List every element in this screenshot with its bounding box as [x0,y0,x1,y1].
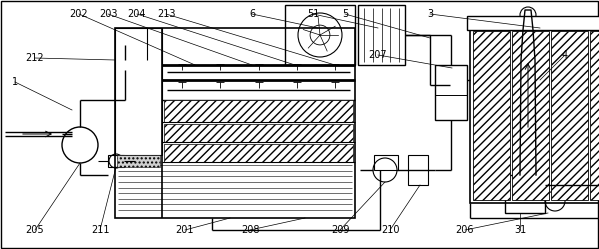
Text: 212: 212 [26,53,44,63]
Bar [115,28,162,155]
Bar [551,31,588,200]
Bar [467,16,599,30]
Bar [435,65,467,120]
Bar [590,31,599,200]
Bar [164,124,353,142]
Text: 6: 6 [249,9,255,19]
Text: 1: 1 [12,77,18,87]
Text: 5: 5 [342,9,348,19]
Text: 201: 201 [176,225,194,235]
Text: 51: 51 [307,9,319,19]
Text: 205: 205 [26,225,44,235]
Text: 204: 204 [128,9,146,19]
Text: 209: 209 [331,225,349,235]
Bar [470,28,599,203]
Text: 31: 31 [514,225,526,235]
Text: 202: 202 [69,9,88,19]
Text: 210: 210 [381,225,400,235]
Bar [164,144,353,162]
Bar [513,157,537,175]
Bar [374,155,398,170]
Text: 208: 208 [241,225,259,235]
Bar [505,175,545,213]
Bar [108,155,124,167]
Bar [473,31,510,200]
Bar [164,100,353,122]
Text: 3: 3 [427,9,433,19]
Bar [115,28,355,218]
Text: 203: 203 [99,9,117,19]
Bar [117,155,160,167]
Bar [285,5,355,65]
Text: 207: 207 [369,50,388,60]
Bar [358,5,405,65]
Text: 211: 211 [91,225,109,235]
Bar [408,155,428,185]
Bar [512,31,549,200]
Text: 206: 206 [456,225,474,235]
Text: 4: 4 [562,50,568,60]
Text: 213: 213 [157,9,176,19]
